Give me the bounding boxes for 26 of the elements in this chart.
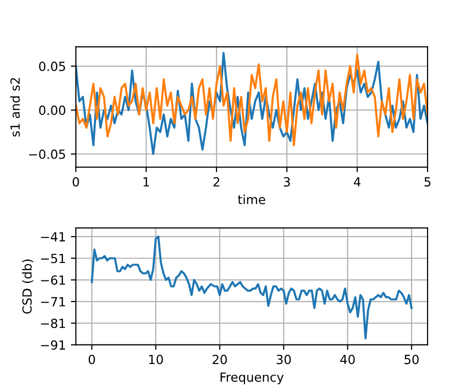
x-tick-label: 30	[276, 354, 291, 364]
x-tick-label: 2	[213, 177, 220, 186]
x-tick-label: 5	[424, 177, 430, 187]
x-axis-title: time	[238, 194, 266, 204]
y-tick-label: 0.00	[39, 106, 66, 116]
x-axis-title: Frequency	[220, 372, 284, 384]
y-tick-label: −81	[41, 318, 65, 328]
x-tick-label: 1	[144, 177, 150, 186]
x-tick-label: 20	[212, 354, 227, 364]
y-tick-label: 0.05	[39, 62, 66, 72]
line-series	[90, 236, 413, 340]
x-tick-label: 40	[340, 354, 355, 364]
y-tick-label: −91	[41, 340, 65, 350]
x-tick-label: 0	[88, 354, 95, 364]
x-tick-label: 50	[404, 354, 419, 364]
y-tick-label: −61	[41, 275, 65, 285]
y-axis-title: CSD (db)	[22, 260, 34, 314]
x-tick-label: 4	[354, 177, 360, 186]
y-tick-label: −71	[41, 297, 65, 306]
y-axis-title: s1 and s2	[10, 78, 20, 137]
y-tick-label: −0.05	[29, 149, 66, 159]
x-tick-label: 0	[72, 177, 79, 187]
x-tick-label: 10	[149, 354, 163, 364]
y-tick-label: −41	[41, 232, 65, 242]
y-tick-label: −51	[41, 254, 65, 264]
x-tick-label: 3	[284, 177, 290, 187]
